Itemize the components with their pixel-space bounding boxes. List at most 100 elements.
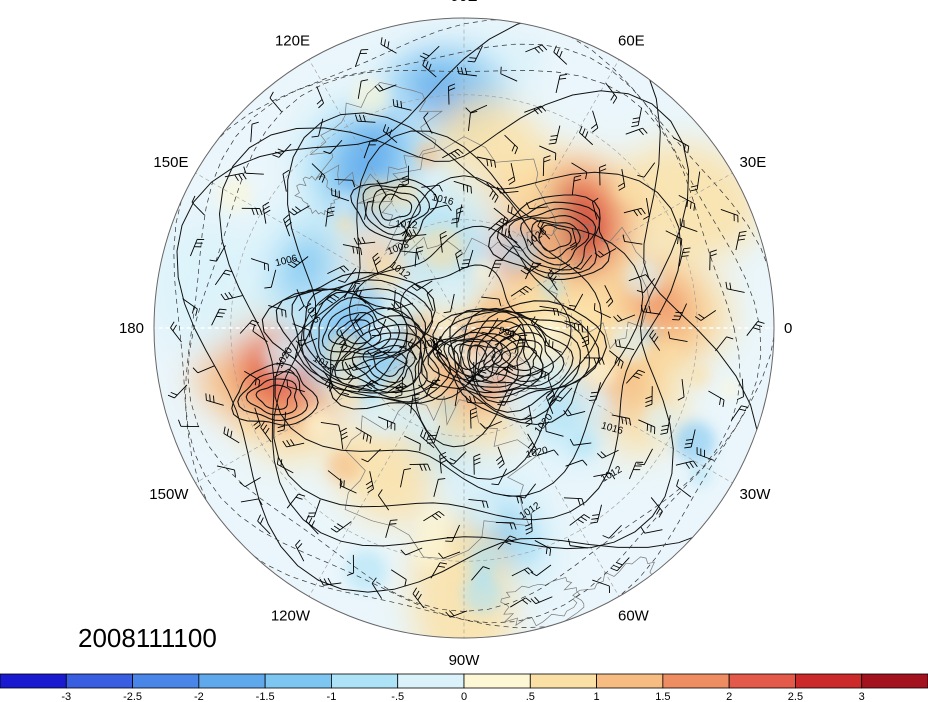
isobar bbox=[218, 90, 690, 550]
wind-barb-feather bbox=[337, 523, 344, 528]
wind-barb-feather bbox=[353, 282, 361, 285]
wind-barb bbox=[320, 422, 341, 433]
wind-barb-feather bbox=[341, 346, 348, 352]
wind-barb-feather bbox=[280, 459, 283, 467]
colorbar-box bbox=[0, 673, 67, 689]
isobar bbox=[432, 300, 608, 426]
wind-barb-feather bbox=[420, 429, 424, 437]
wind-barb-feather bbox=[217, 312, 225, 314]
wind-barb bbox=[501, 245, 521, 260]
wind-barb-staff bbox=[206, 399, 224, 406]
wind-barb-feather bbox=[563, 410, 569, 417]
wind-barb-feather bbox=[428, 63, 432, 71]
wind-barb bbox=[170, 321, 182, 343]
wind-barb bbox=[288, 205, 310, 216]
isobar bbox=[336, 319, 372, 345]
wind-barb-feather bbox=[524, 569, 530, 575]
wind-barb-feather bbox=[298, 305, 305, 312]
colorbar-box bbox=[132, 673, 200, 689]
wind-barb bbox=[410, 393, 420, 414]
wind-barb-staff bbox=[573, 293, 584, 310]
wind-barb bbox=[524, 105, 547, 115]
wind-barb-staff bbox=[530, 513, 533, 532]
wind-barb-feather bbox=[534, 596, 540, 603]
isobar bbox=[341, 332, 428, 394]
isobar bbox=[329, 315, 452, 403]
colorbar-box bbox=[728, 673, 796, 689]
wind-barb-feather bbox=[525, 418, 532, 424]
wind-barb-feather bbox=[362, 114, 366, 122]
wind-barb bbox=[364, 200, 375, 220]
isobar bbox=[448, 333, 519, 384]
wind-barb-feather bbox=[599, 168, 607, 172]
wind-barb-staff bbox=[481, 296, 500, 300]
wind-barb-staff bbox=[292, 323, 310, 331]
wind-barb-staff bbox=[239, 319, 253, 334]
longitude-label: 30E bbox=[740, 154, 767, 171]
isobar bbox=[231, 362, 319, 426]
wind-barb-feather bbox=[192, 367, 199, 374]
wind-barb-feather bbox=[509, 535, 517, 539]
wind-barb-staff bbox=[488, 218, 503, 231]
wind-barb-feather bbox=[549, 548, 552, 556]
wind-barb-feather bbox=[538, 46, 544, 52]
wind-barb-feather bbox=[725, 281, 728, 289]
wind-barb bbox=[640, 304, 661, 315]
wind-barb bbox=[596, 449, 619, 459]
wind-barb-feather bbox=[360, 248, 363, 256]
wind-barb-feather bbox=[503, 336, 511, 339]
colorbar-box bbox=[463, 673, 531, 689]
wind-barb-staff bbox=[410, 395, 414, 414]
wind-barb-feather bbox=[448, 87, 456, 91]
wind-barb-feather bbox=[621, 416, 624, 424]
wind-barb bbox=[465, 395, 486, 404]
wind-barb-feather bbox=[656, 508, 661, 515]
wind-barb-feather bbox=[607, 301, 614, 307]
wind-barb-feather bbox=[277, 148, 285, 152]
wind-barb-feather bbox=[230, 430, 233, 438]
wind-barb-staff bbox=[580, 254, 593, 270]
wind-barb-feather bbox=[399, 345, 407, 349]
wind-barb-feather bbox=[530, 571, 537, 577]
wind-barb bbox=[268, 304, 287, 318]
wind-barb-staff bbox=[354, 49, 362, 67]
wind-barb-feather bbox=[508, 230, 511, 238]
wind-barb-feather bbox=[219, 308, 227, 311]
isobar-label: 1012 bbox=[395, 219, 418, 232]
wind-barb bbox=[294, 339, 306, 359]
wind-barb-staff bbox=[257, 520, 271, 535]
wind-barb-feather bbox=[178, 419, 182, 427]
wind-barb-staff bbox=[385, 520, 391, 538]
wind-barb-staff bbox=[486, 182, 499, 197]
wind-barb bbox=[403, 435, 421, 451]
date-stamp: 2008111100 bbox=[78, 623, 217, 653]
wind-barb bbox=[354, 114, 376, 123]
wind-barb-staff bbox=[625, 369, 639, 384]
wind-barb bbox=[400, 547, 423, 556]
anomaly-speckle bbox=[719, 378, 739, 399]
anomaly-speckle bbox=[217, 177, 253, 213]
wind-barb-feather bbox=[533, 108, 539, 115]
wind-barb-staff bbox=[629, 462, 637, 480]
wind-barb-feather bbox=[684, 446, 692, 449]
wind-barb-feather bbox=[574, 175, 582, 178]
wind-barb-staff bbox=[245, 172, 264, 175]
wind-barb-staff bbox=[439, 455, 442, 474]
wind-barb-feather bbox=[463, 259, 471, 261]
wind-barb-staff bbox=[467, 249, 474, 268]
wind-barb-feather bbox=[449, 610, 455, 617]
longitude-labels: 90E 60E 120E 30E 150E 180 0 150W 30W 120W 60W 90W bbox=[119, 0, 792, 669]
wind-barb-feather bbox=[579, 125, 583, 133]
wind-barb bbox=[468, 498, 489, 509]
wind-barb-feather bbox=[685, 438, 694, 441]
wind-barb bbox=[611, 414, 632, 426]
wind-barb-feather bbox=[262, 201, 270, 207]
wind-barb bbox=[708, 390, 725, 407]
wind-barb-feather bbox=[343, 265, 349, 271]
wind-barb-feather bbox=[323, 578, 328, 585]
isobar bbox=[477, 323, 565, 387]
wind-barb bbox=[679, 218, 698, 232]
wind-barb bbox=[460, 249, 474, 269]
wind-barb-staff bbox=[555, 125, 561, 144]
wind-barb bbox=[292, 323, 310, 338]
